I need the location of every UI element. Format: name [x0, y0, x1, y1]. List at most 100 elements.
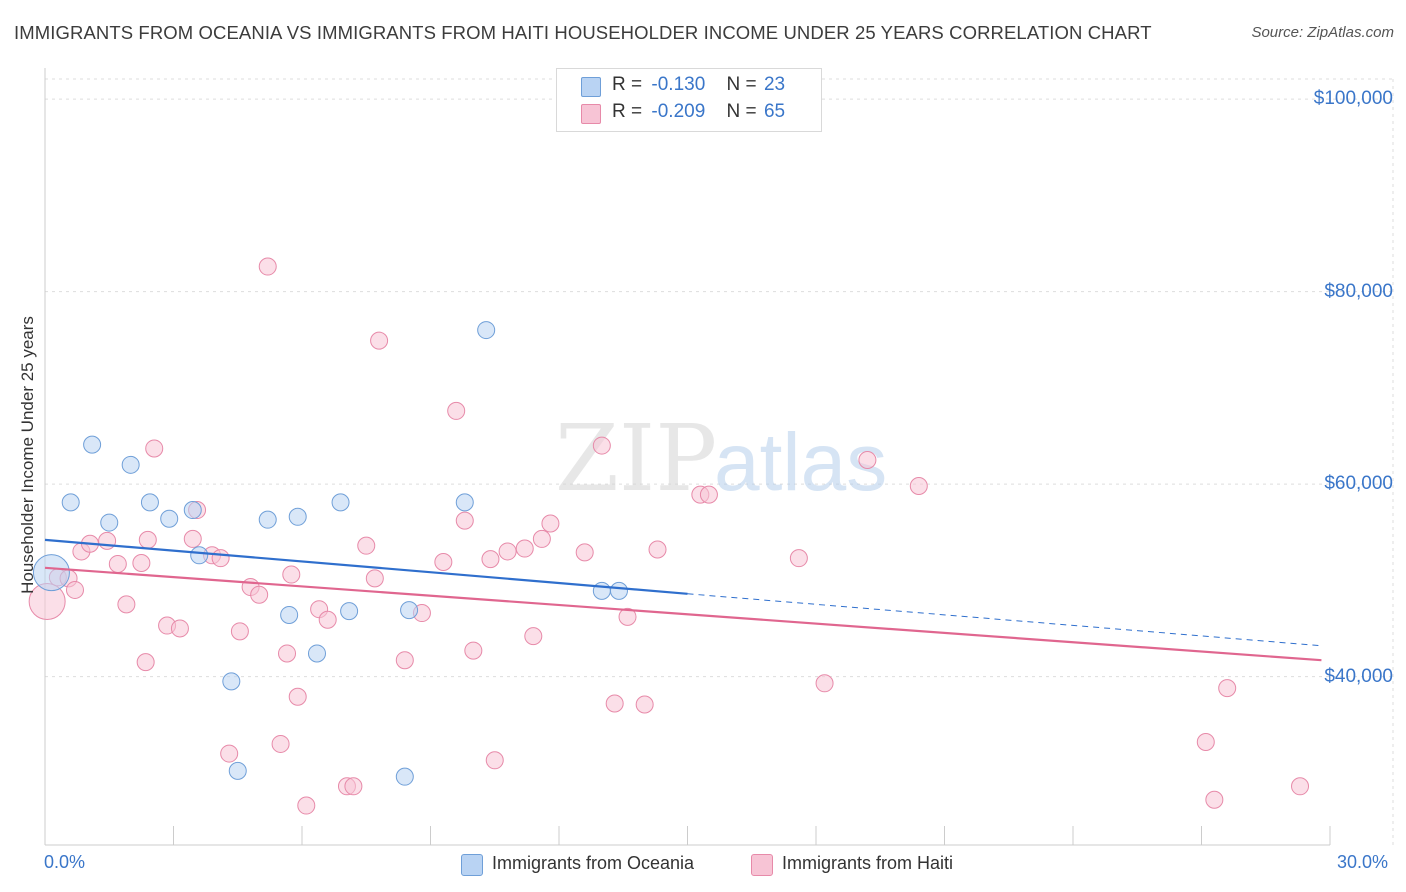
haiti-n-value: 65: [763, 101, 786, 122]
haiti-point: [592, 436, 611, 455]
haiti-point: [136, 653, 155, 672]
haiti-point: [370, 331, 389, 350]
axes: [44, 68, 1331, 846]
haiti-point: [220, 744, 239, 763]
oceania-legend-label: Immigrants from Oceania: [492, 853, 695, 873]
haiti-point: [618, 607, 637, 626]
haiti-point: [532, 529, 551, 548]
y-tick-label: $40,000: [1324, 665, 1393, 687]
haiti-point: [108, 554, 127, 573]
haiti-point: [699, 485, 718, 504]
haiti-r-label: R =: [612, 101, 643, 122]
haiti-r-value: -0.209: [651, 101, 706, 122]
haiti-point: [434, 553, 453, 572]
x-tick-label-max: 30.0%: [1337, 852, 1389, 872]
haiti-point: [485, 751, 504, 770]
haiti-point: [117, 595, 136, 614]
haiti-point: [138, 530, 157, 549]
oceania-point: [331, 493, 350, 512]
haiti-point: [395, 651, 414, 670]
y-axis-label: Householder Income Under 25 years: [18, 316, 37, 594]
haiti-point: [288, 687, 307, 706]
haiti-point: [447, 401, 466, 420]
haiti-n-label: N =: [726, 101, 757, 122]
haiti-point: [98, 531, 117, 550]
haiti-point: [1291, 777, 1310, 796]
oceania-point: [592, 581, 611, 600]
oceania-point: [121, 455, 140, 474]
haiti-swatch-icon: [581, 104, 601, 124]
correlation-legend: R = -0.130 N = 23 R = -0.209 N = 65: [556, 68, 822, 132]
haiti-point: [318, 610, 337, 629]
oceania-legend-swatch-icon: [461, 854, 483, 876]
haiti-point: [278, 644, 297, 663]
haiti-point: [1218, 679, 1237, 698]
oceania-trend-extension: [687, 593, 1322, 647]
oceania-point: [100, 513, 119, 532]
oceania-points: [32, 321, 628, 786]
oceania-point: [477, 321, 496, 340]
oceania-point: [190, 546, 209, 565]
haiti-point: [541, 514, 560, 533]
y-tick-label: $60,000: [1324, 473, 1393, 495]
haiti-point: [524, 627, 543, 646]
haiti-legend-swatch-icon: [751, 854, 773, 876]
haiti-point: [258, 257, 277, 276]
haiti-points: [28, 257, 1310, 815]
haiti-point: [65, 580, 84, 599]
oceania-point: [288, 507, 307, 526]
oceania-point: [83, 435, 102, 454]
oceania-point: [32, 554, 70, 592]
haiti-point: [357, 536, 376, 555]
haiti-point: [344, 777, 363, 796]
haiti-point: [455, 511, 474, 530]
haiti-point: [815, 674, 834, 693]
oceania-point: [228, 761, 247, 780]
oceania-point: [258, 510, 277, 529]
haiti-point: [297, 796, 316, 815]
haiti-point: [282, 565, 301, 584]
oceania-n-label: N =: [726, 74, 757, 95]
watermark-atlas: atlas: [714, 417, 887, 508]
haiti-point: [515, 539, 534, 558]
haiti-point: [1205, 790, 1224, 809]
haiti-point: [250, 585, 269, 604]
oceania-point: [609, 581, 628, 600]
oceania-r-label: R =: [612, 74, 643, 95]
oceania-trend-line: [44, 538, 688, 595]
haiti-point: [183, 529, 202, 548]
haiti-trend-line: [44, 566, 1322, 662]
haiti-point: [575, 543, 594, 562]
chart-title: IMMIGRANTS FROM OCEANIA VS IMMIGRANTS FR…: [14, 22, 1152, 43]
haiti-point: [648, 540, 667, 559]
oceania-r-value: -0.130: [651, 74, 706, 95]
haiti-point: [145, 439, 164, 458]
haiti-point: [211, 549, 230, 568]
haiti-point: [230, 622, 249, 641]
watermark: ZIP atlas: [555, 405, 887, 512]
oceania-swatch-icon: [581, 77, 601, 97]
haiti-legend-label: Immigrants from Haiti: [782, 853, 954, 873]
haiti-point: [132, 553, 151, 572]
haiti-point: [170, 619, 189, 638]
haiti-point: [909, 476, 928, 495]
oceania-point: [307, 644, 326, 663]
oceania-n-value: 23: [763, 74, 786, 95]
oceania-point: [61, 493, 80, 512]
oceania-point: [400, 601, 419, 620]
haiti-point: [789, 549, 808, 568]
oceania-point: [183, 501, 202, 520]
haiti-point: [498, 542, 517, 561]
haiti-point: [365, 569, 384, 588]
y-tick-label: $100,000: [1313, 88, 1393, 110]
oceania-point: [280, 605, 299, 624]
oceania-point: [395, 767, 414, 786]
oceania-point: [222, 672, 241, 691]
legend-row-haiti: R = -0.209 N = 65: [557, 101, 821, 127]
oceania-point: [340, 602, 359, 621]
source-text: Source: ZipAtlas.com: [1251, 24, 1394, 41]
haiti-point: [271, 734, 290, 753]
legend-row-oceania: R = -0.130 N = 23: [557, 74, 821, 100]
watermark-zip: ZIP: [555, 405, 717, 512]
